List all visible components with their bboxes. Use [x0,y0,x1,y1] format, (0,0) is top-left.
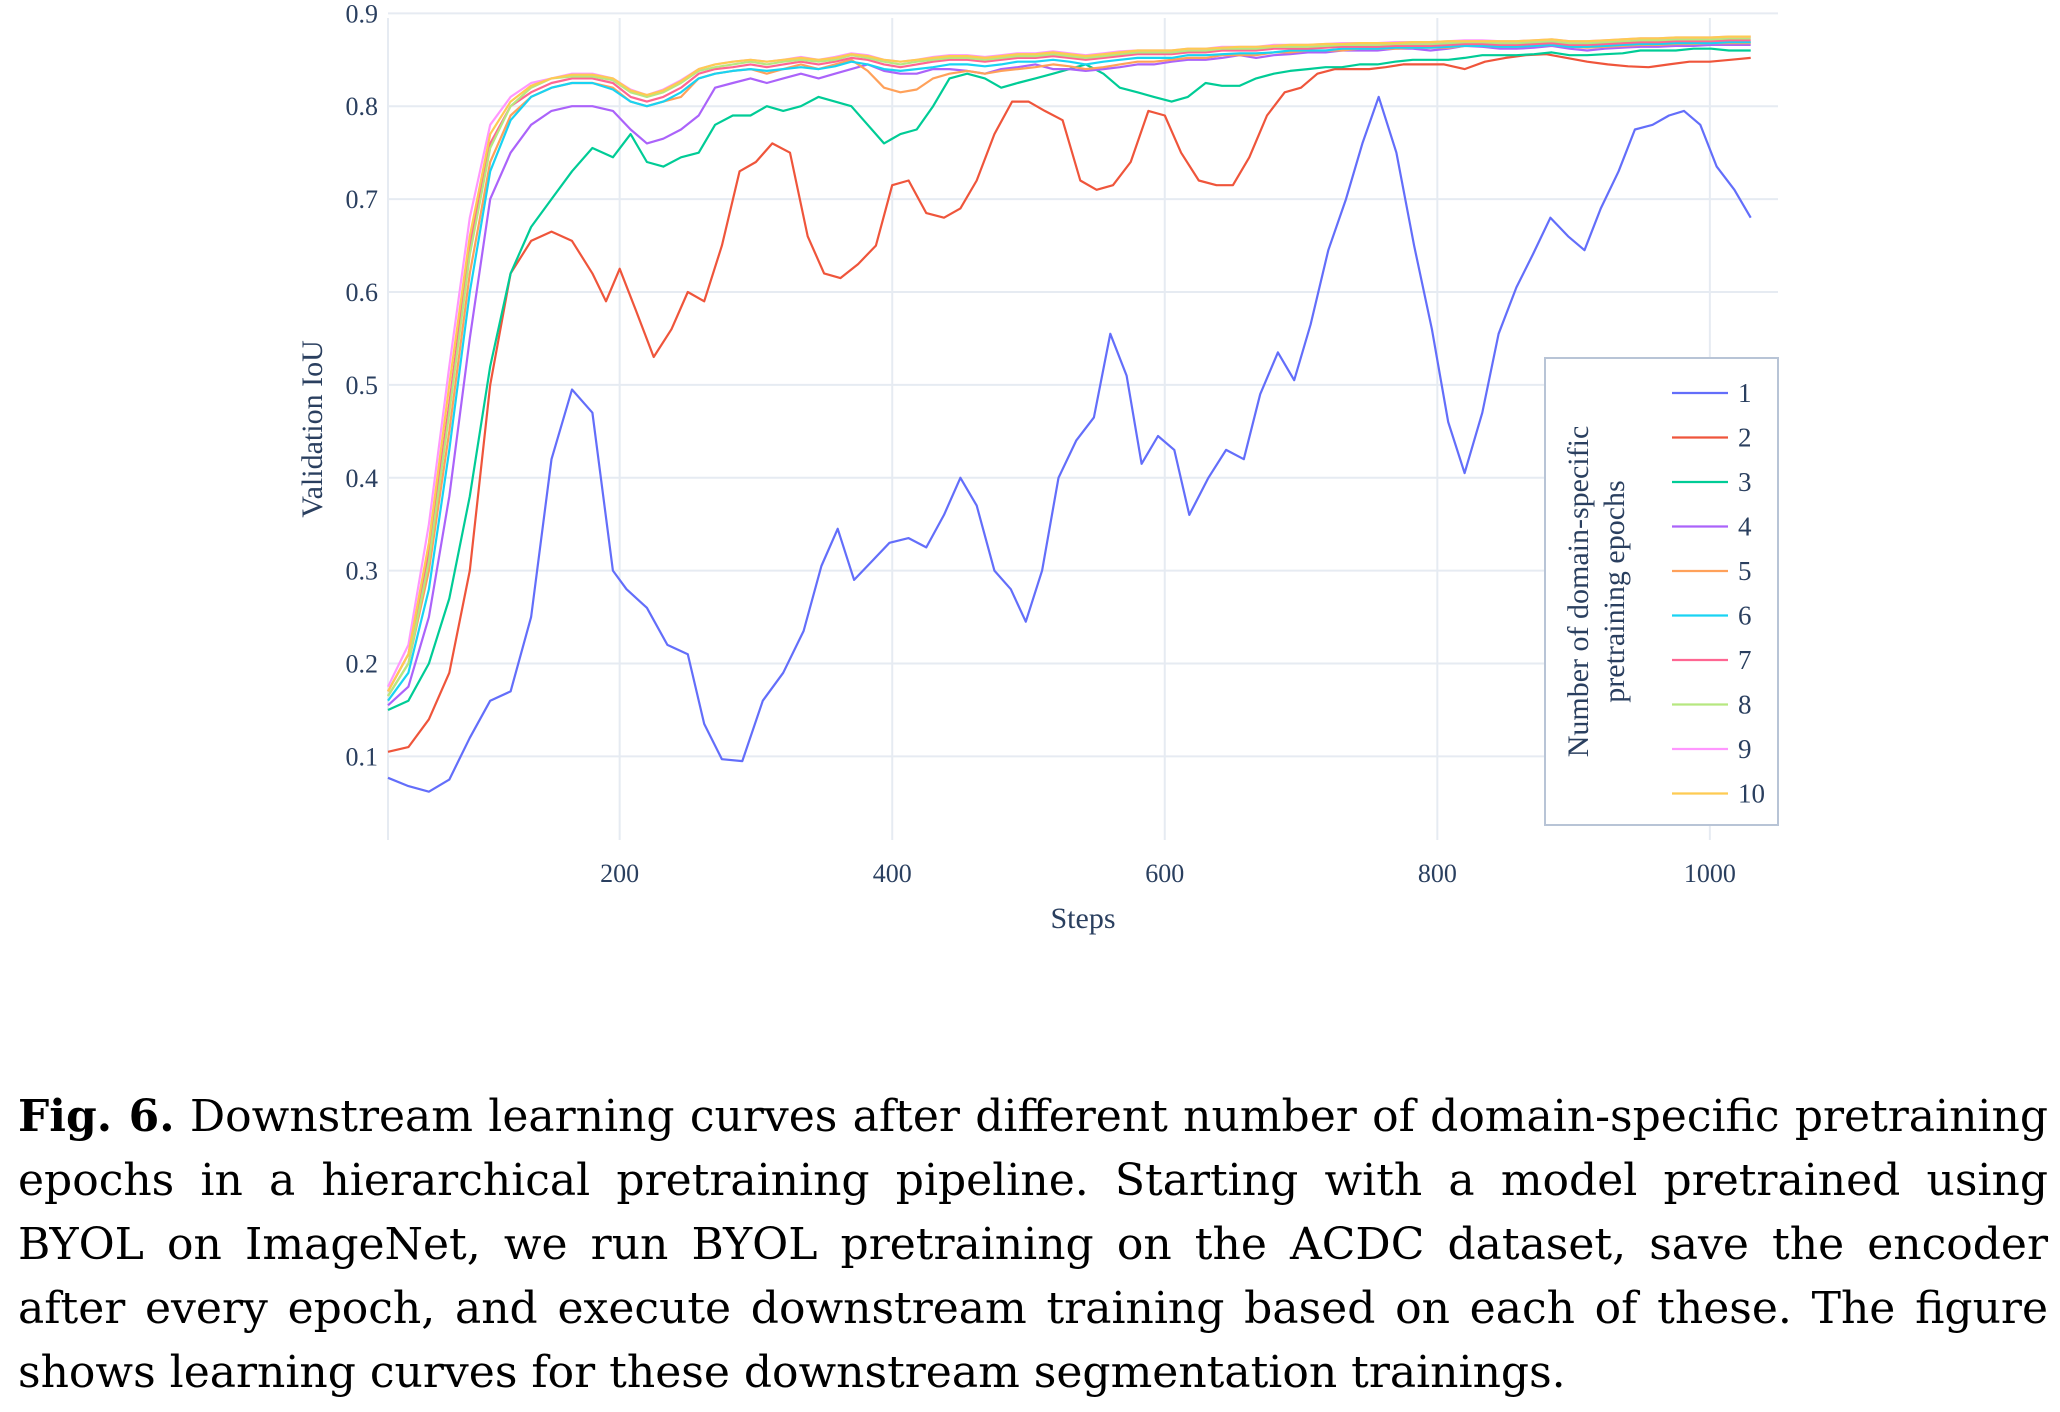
y-tick-label: 0.5 [346,371,379,400]
legend-label-5: 5 [1738,556,1752,586]
series-lines [387,35,1752,793]
legend-label-10: 10 [1738,779,1765,809]
x-tick-label: 800 [1418,859,1457,888]
x-tick-label: 600 [1145,859,1184,888]
x-tick-label: 200 [600,859,639,888]
legend-label-8: 8 [1738,690,1752,720]
y-tick-label: 0.7 [346,185,379,214]
legend-label-9: 9 [1738,734,1752,764]
line-chart: 200 400 600 800 1000 0.10.20.30.40.50.60.70.… [296,0,1779,935]
figure-caption: Fig. 6. Downstream learning curves after… [18,1085,2048,1405]
legend-label-2: 2 [1738,423,1752,453]
caption-label: Fig. 6. [18,1091,175,1142]
series-line-10 [387,35,1751,692]
x-tick-label: 400 [873,859,912,888]
legend-items: 1 2 3 4 5 6 7 8 9 10 [1672,378,1765,809]
y-tick-label: 0.2 [346,650,379,679]
x-axis-ticks: 200 400 600 800 1000 [600,859,1736,888]
series-line-8 [387,37,1751,697]
series-line-6 [387,41,1751,702]
series-line-2 [387,53,1751,753]
legend-label-3: 3 [1738,467,1752,497]
legend-label-1: 1 [1738,378,1752,408]
legend: Number of domain-specific pretraining ep… [1544,357,1779,826]
legend-title-line-2: pretraining epochs [1598,480,1631,702]
legend-title-line-1: Number of domain-specific [1562,426,1595,758]
y-tick-label: 0.8 [346,92,379,121]
legend-box [1544,357,1779,826]
legend-label-4: 4 [1738,512,1752,542]
y-axis-title: Validation IoU [296,340,329,518]
caption-text: Downstream learning curves after differe… [18,1091,2048,1398]
y-tick-label: 0.9 [346,0,379,28]
x-tick-label: 1000 [1684,859,1736,888]
series-line-7 [387,39,1751,692]
y-tick-label: 0.4 [346,464,379,493]
x-axis-title: Steps [1050,902,1115,935]
legend-label-7: 7 [1738,645,1752,675]
y-tick-label: 0.1 [346,742,379,771]
y-tick-label: 0.3 [346,557,379,586]
y-axis-ticks: 0.1 0.2 0.3 0.4 0.5 0.6 0.7 0.8 0.9 [346,0,379,771]
series-line-1 [387,95,1752,793]
legend-label-6: 6 [1738,601,1752,631]
y-tick-label: 0.6 [346,278,379,307]
series-line-4 [387,43,1751,707]
